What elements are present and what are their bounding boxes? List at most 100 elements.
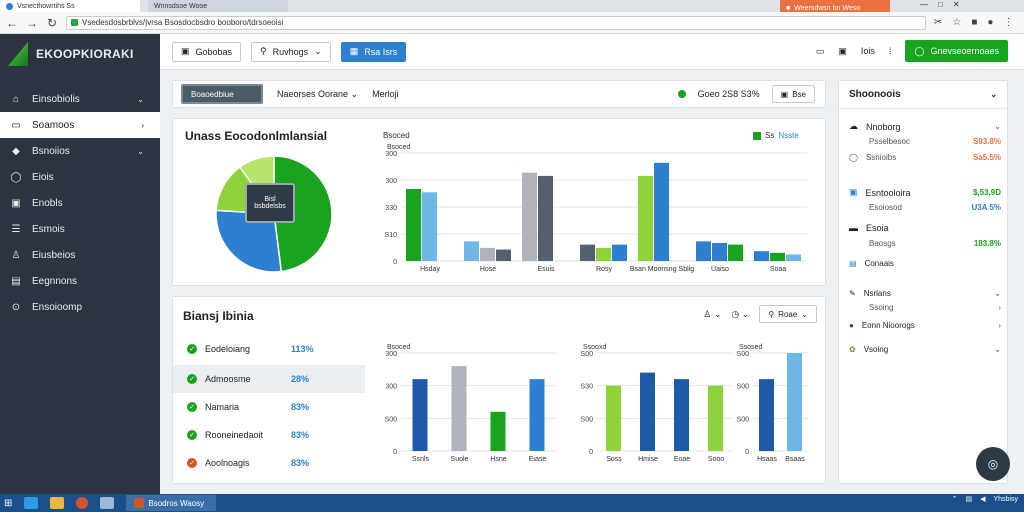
maximize-icon[interactable]: □ [938, 0, 943, 9]
url-input[interactable]: Vsedesdosbrblvs/|vrsa Bsosdocbsdro boobo… [66, 15, 926, 30]
bar[interactable] [490, 411, 506, 451]
user-icon[interactable]: ♙ ⌄ [703, 308, 722, 319]
bar[interactable] [451, 366, 467, 451]
forward-icon[interactable]: → [26, 15, 38, 30]
bar[interactable] [538, 175, 553, 261]
bar[interactable] [480, 247, 495, 261]
right-panel-row[interactable]: Psselbesoc S93.8% [849, 137, 1001, 146]
sidebar-item-6[interactable]: ♙ Eiusbeios [0, 242, 160, 268]
calendar-icon[interactable]: ▣ [838, 45, 847, 56]
list-item[interactable]: ✓ Aoolnoagis 83% [173, 449, 365, 477]
right-panel-row[interactable]: ☁ Nnoborg ⌄ [849, 121, 1001, 132]
folder-icon[interactable] [50, 497, 65, 509]
list-item[interactable]: ✓ Admoosme 28% [173, 365, 365, 393]
filter-chip[interactable]: Boaoedbiue [181, 84, 263, 104]
search-button[interactable]: ⚲ Roae ⌄ [759, 305, 817, 323]
x-tick-label: Hmise [638, 456, 658, 463]
volume-icon[interactable]: ◀ [980, 496, 986, 503]
app-icon[interactable] [76, 497, 89, 509]
star-icon[interactable]: ☆ [952, 17, 962, 28]
bar[interactable] [496, 249, 511, 261]
bar[interactable] [728, 244, 743, 261]
sidebar-item-4[interactable]: ▣ Enobls [0, 190, 160, 216]
toolbar-dropdown[interactable]: ⚲ Ruvhogs ⌄ [251, 41, 331, 62]
arrow-up-icon[interactable]: ⌃ [951, 496, 958, 503]
chevron-down-icon[interactable]: ⌄ [990, 90, 997, 99]
bar[interactable] [522, 172, 537, 261]
green-action-button[interactable]: ◯ Gnevseoernoaes [905, 40, 1008, 62]
bar[interactable] [674, 379, 689, 451]
right-panel-row[interactable]: Esoiosod U3A 5% [849, 203, 1001, 212]
monitor-icon[interactable]: ▭ [815, 45, 825, 56]
bar[interactable] [708, 385, 723, 451]
toolbar-primary-button[interactable]: ▦ Rsa Isrs [340, 41, 407, 62]
list-item[interactable]: ✓ Eodeloiang 113% [173, 335, 365, 363]
sidebar-item-5[interactable]: ☰ Esmois [0, 216, 160, 242]
bar[interactable] [612, 244, 627, 261]
bar[interactable] [770, 252, 785, 261]
right-panel-row[interactable]: ◯ Ssnioibs Sa5.5% [849, 153, 1001, 162]
right-panel-row[interactable]: ✿ Vsoing ⌄ [849, 345, 1001, 354]
filter-select[interactable]: Naeorses Oorane ⌄ [277, 88, 359, 99]
sidebar-item-3[interactable]: ◯ Eiois [0, 164, 160, 190]
minimize-icon[interactable]: — [920, 0, 928, 9]
extension-icon[interactable]: ■ [971, 17, 978, 28]
bar[interactable] [640, 372, 655, 451]
taskbar-task[interactable]: Bsodros Waosy [126, 495, 217, 511]
bar[interactable] [759, 379, 774, 451]
menu-icon[interactable]: ⋮ [1003, 17, 1014, 28]
right-panel-row[interactable]: Ssoing › [849, 303, 1001, 312]
more-icon[interactable]: ⁞ [888, 46, 892, 56]
clock[interactable]: Yhsbisy [993, 495, 1018, 503]
bar[interactable] [786, 254, 801, 261]
sidebar-item-2[interactable]: ◆ Bsnoiios ⌄ [0, 138, 160, 164]
toolbar-button-1[interactable]: ▣ Gobobas [172, 41, 242, 62]
bar[interactable] [406, 189, 421, 261]
bar[interactable] [464, 241, 479, 261]
bar[interactable] [606, 385, 621, 451]
pie-slice[interactable] [215, 209, 283, 273]
bar[interactable] [787, 353, 802, 451]
filter-button[interactable]: ▣ Bse [771, 85, 815, 103]
chevron-down-icon: ⌄ [314, 46, 322, 56]
right-panel-row[interactable]: ▤ Conaais [849, 259, 1001, 268]
bar[interactable] [412, 379, 428, 451]
sidebar-item-8[interactable]: ⊙ Ensoioomp [0, 294, 160, 320]
windows-start-icon[interactable]: ⊞ [4, 497, 13, 509]
bar[interactable] [638, 175, 653, 261]
bar[interactable] [422, 192, 437, 261]
right-panel-row[interactable]: ● Eonn Nioorogs › [849, 321, 1001, 330]
bar[interactable] [654, 162, 669, 261]
browser-tab-active[interactable]: Vsnecthowrtihs Ss [0, 0, 140, 12]
profile-icon[interactable]: ● [987, 17, 994, 28]
window-icon[interactable] [100, 497, 115, 509]
toolbar-right-label[interactable]: Iois [860, 46, 875, 56]
sidebar-item-1[interactable]: ▭ Soamoos › [0, 112, 160, 138]
browser-icon[interactable] [24, 497, 39, 509]
sidebar-item-7[interactable]: ▤ Eegnnons [0, 268, 160, 294]
right-panel-row[interactable]: Baosgs 183.8% [849, 239, 1001, 248]
clock-icon[interactable]: ◷ ⌄ [731, 308, 750, 319]
list-item[interactable]: ✓ Rooneinedaoit 83% [173, 421, 365, 449]
bar[interactable] [754, 251, 769, 261]
reload-icon[interactable]: ↻ [46, 15, 58, 30]
chat-fab-button[interactable]: ◎ [976, 447, 1010, 481]
brand-logo[interactable]: EKOOPKIORAKI [0, 34, 160, 74]
y-tick-label: S00 [737, 384, 750, 391]
back-icon[interactable]: ← [6, 15, 18, 30]
sidebar-item-0[interactable]: ⌂ Einsobiolis ⌄ [0, 86, 160, 112]
x-tick-label: Ssnls [412, 456, 430, 463]
bar[interactable] [580, 244, 595, 261]
bar[interactable] [696, 241, 711, 261]
list-item[interactable]: ✓ Namaria 83% [173, 393, 365, 421]
bar[interactable] [529, 379, 545, 451]
network-icon[interactable]: ▤ [965, 496, 973, 503]
tools-icon[interactable]: ✂ [934, 17, 943, 28]
close-icon[interactable]: ✕ [952, 0, 960, 9]
browser-tab-second[interactable]: Wnnsdsoe Wooe [148, 0, 288, 12]
bar[interactable] [596, 247, 611, 261]
right-panel-row[interactable]: ▣ Esntooloira $,53,9D [849, 187, 1001, 198]
bar[interactable] [712, 243, 727, 261]
right-panel-row[interactable]: ▬ Esoia [849, 223, 1001, 233]
right-panel-row[interactable]: ✎ Nsrlans ⌄ [849, 289, 1001, 298]
